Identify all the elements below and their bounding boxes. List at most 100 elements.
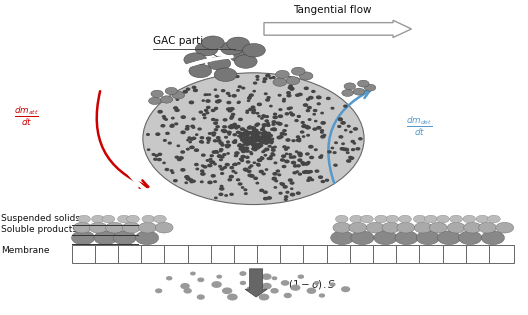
Circle shape xyxy=(228,131,231,134)
Text: $(1 - \sigma).S$: $(1 - \sigma).S$ xyxy=(288,278,335,291)
Circle shape xyxy=(248,132,252,134)
Circle shape xyxy=(241,149,244,151)
Circle shape xyxy=(246,136,250,139)
Circle shape xyxy=(320,155,323,156)
Circle shape xyxy=(248,142,252,144)
Circle shape xyxy=(200,137,204,139)
Circle shape xyxy=(346,152,349,153)
Circle shape xyxy=(338,118,342,121)
Circle shape xyxy=(165,169,168,170)
Circle shape xyxy=(284,134,287,135)
Circle shape xyxy=(276,70,289,78)
Circle shape xyxy=(206,160,209,161)
Circle shape xyxy=(257,164,260,166)
Circle shape xyxy=(228,110,232,112)
Circle shape xyxy=(289,85,292,87)
Circle shape xyxy=(227,37,250,51)
Circle shape xyxy=(267,124,270,126)
Circle shape xyxy=(216,126,219,128)
Circle shape xyxy=(264,142,268,144)
Circle shape xyxy=(215,197,217,199)
Circle shape xyxy=(249,96,251,98)
Circle shape xyxy=(165,87,177,95)
Circle shape xyxy=(273,173,277,175)
Circle shape xyxy=(320,132,323,133)
Circle shape xyxy=(306,127,309,129)
Circle shape xyxy=(206,137,211,140)
Circle shape xyxy=(263,131,266,132)
Circle shape xyxy=(307,99,309,100)
Circle shape xyxy=(253,133,256,135)
Circle shape xyxy=(254,136,257,138)
Circle shape xyxy=(279,135,283,138)
Circle shape xyxy=(298,159,302,161)
Circle shape xyxy=(267,97,270,99)
Circle shape xyxy=(181,284,189,289)
Circle shape xyxy=(194,149,199,151)
Circle shape xyxy=(413,215,426,223)
Circle shape xyxy=(163,162,165,163)
Circle shape xyxy=(429,222,447,233)
Circle shape xyxy=(342,287,350,291)
Circle shape xyxy=(243,43,266,57)
Circle shape xyxy=(254,137,257,139)
Circle shape xyxy=(289,154,291,155)
Circle shape xyxy=(212,151,216,153)
Circle shape xyxy=(262,142,265,144)
Circle shape xyxy=(285,148,287,150)
Circle shape xyxy=(247,161,250,163)
Circle shape xyxy=(127,215,139,223)
FancyBboxPatch shape xyxy=(257,245,282,263)
Circle shape xyxy=(325,179,328,181)
Circle shape xyxy=(264,139,267,140)
Circle shape xyxy=(212,134,215,136)
Circle shape xyxy=(253,109,256,111)
Circle shape xyxy=(320,130,324,131)
Circle shape xyxy=(269,135,272,137)
Circle shape xyxy=(214,107,218,109)
Circle shape xyxy=(254,138,257,140)
Circle shape xyxy=(274,146,276,148)
Circle shape xyxy=(257,79,259,80)
Circle shape xyxy=(258,140,261,141)
Circle shape xyxy=(262,284,271,289)
Circle shape xyxy=(286,153,288,154)
Circle shape xyxy=(204,94,206,95)
Circle shape xyxy=(280,159,284,161)
Circle shape xyxy=(269,77,271,79)
Circle shape xyxy=(246,150,249,152)
Circle shape xyxy=(171,124,174,126)
Circle shape xyxy=(234,155,238,157)
FancyBboxPatch shape xyxy=(466,245,491,263)
Circle shape xyxy=(223,126,227,128)
Circle shape xyxy=(235,172,237,174)
FancyBboxPatch shape xyxy=(350,245,375,263)
Circle shape xyxy=(294,165,297,167)
Circle shape xyxy=(175,156,178,158)
Circle shape xyxy=(317,96,321,99)
Circle shape xyxy=(253,146,258,148)
Circle shape xyxy=(220,150,222,152)
Circle shape xyxy=(201,173,205,175)
Circle shape xyxy=(318,176,323,178)
Circle shape xyxy=(262,137,267,139)
Circle shape xyxy=(241,139,244,141)
Circle shape xyxy=(256,135,259,137)
Circle shape xyxy=(167,277,172,280)
Circle shape xyxy=(102,215,115,223)
Circle shape xyxy=(239,148,243,150)
FancyArrow shape xyxy=(264,20,411,37)
Circle shape xyxy=(250,140,254,142)
Circle shape xyxy=(208,164,212,167)
Circle shape xyxy=(267,132,270,135)
Circle shape xyxy=(261,118,263,119)
Circle shape xyxy=(206,112,209,114)
Circle shape xyxy=(165,119,167,120)
Circle shape xyxy=(227,141,229,143)
Circle shape xyxy=(374,231,397,245)
Circle shape xyxy=(147,134,149,135)
Circle shape xyxy=(233,164,235,165)
FancyBboxPatch shape xyxy=(304,245,329,263)
Circle shape xyxy=(353,88,365,95)
Circle shape xyxy=(223,154,226,156)
